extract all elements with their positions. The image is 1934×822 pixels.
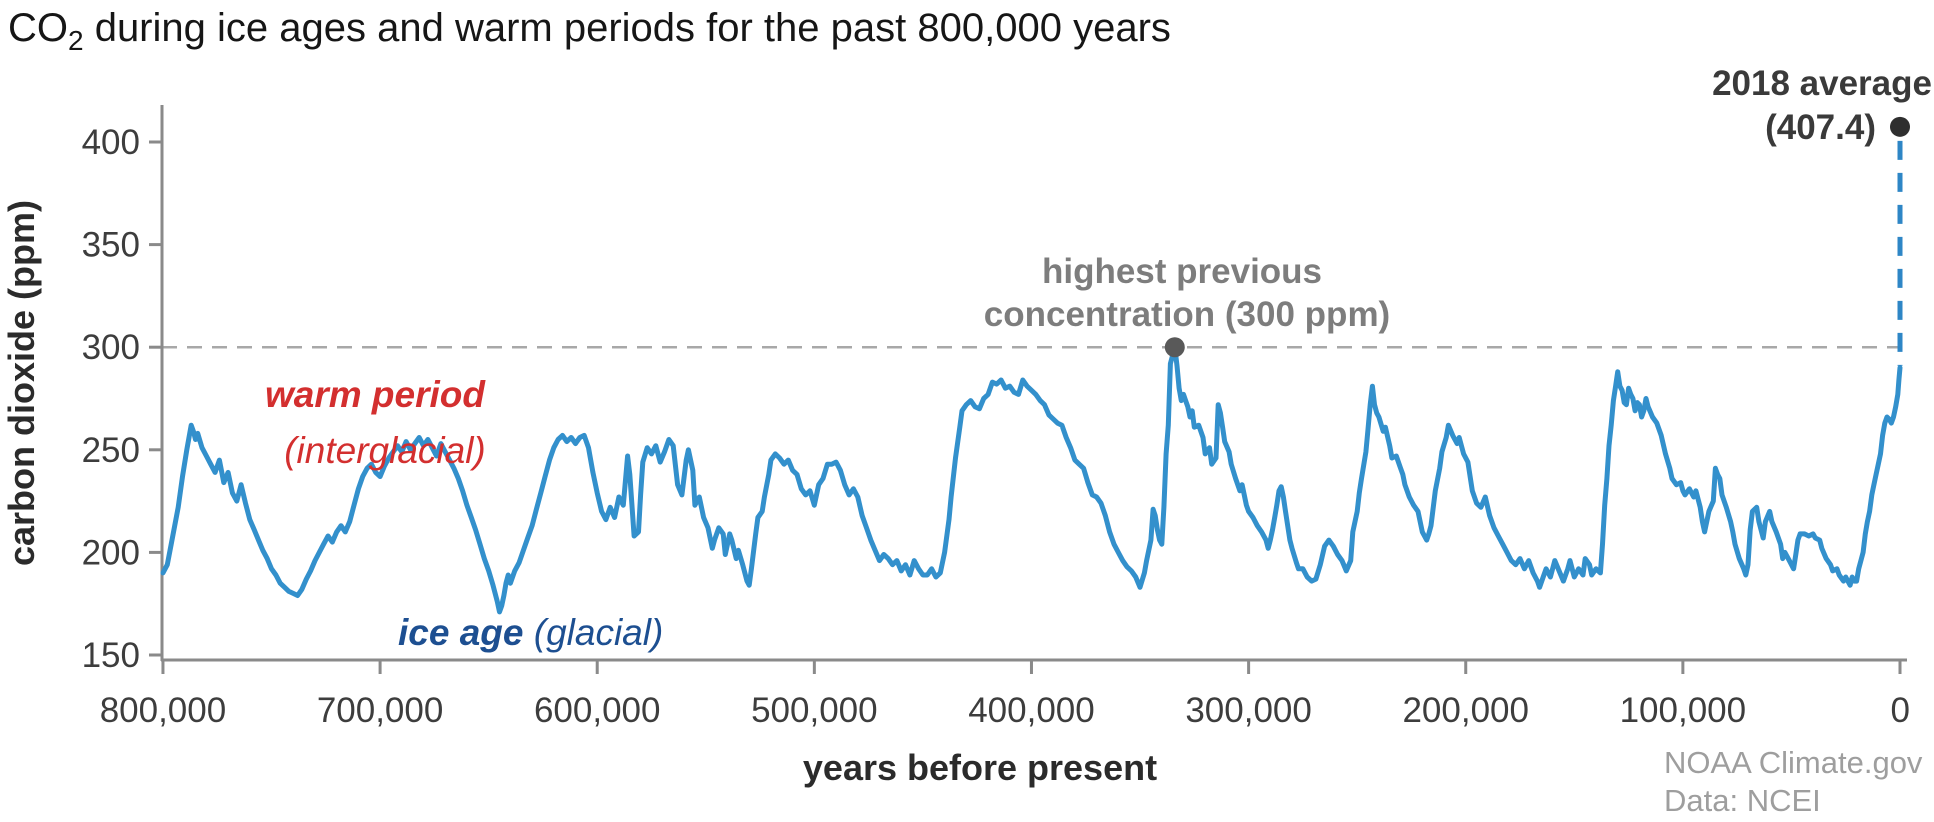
annotation-2018-average-line1: 2018 average	[1712, 64, 1932, 103]
chart-title-prefix: CO	[8, 6, 68, 50]
annotation-highest-previous-line2: concentration (300 ppm)	[984, 295, 1390, 334]
label-ice-age-regular: (glacial)	[523, 612, 663, 653]
x-tick-label: 500,000	[751, 691, 878, 730]
y-tick-label: 350	[82, 226, 140, 265]
x-tick-label: 600,000	[534, 691, 661, 730]
label-ice-age: ice age (glacial)	[398, 612, 663, 653]
co2-series-line	[160, 344, 1903, 615]
x-tick-label: 200,000	[1402, 691, 1529, 730]
point-highest-previous	[1164, 337, 1185, 358]
y-axis-title: carbon dioxide (ppm)	[1, 200, 42, 566]
label-warm-period-line2: (interglacial)	[284, 430, 486, 471]
label-ice-age-bold: ice age	[398, 612, 523, 653]
y-tick-label: 400	[82, 123, 140, 162]
y-tick-label: 200	[82, 533, 140, 572]
x-tick-label: 400,000	[968, 691, 1095, 730]
x-axis-title: years before present	[803, 747, 1157, 788]
x-axis-ticks: 800,000 700,000 600,000 500,000 400,000 300,0…	[100, 660, 1910, 730]
axes: 400 350 300 250 200 150 800,000 700,000 600,000…	[82, 105, 1910, 730]
point-2018-average	[1890, 116, 1910, 137]
annotation-2018-average-line2: (407.4)	[1765, 108, 1876, 147]
chart-title: CO2 during ice ages and warm periods for…	[8, 6, 1171, 55]
x-tick-label: 300,000	[1185, 691, 1312, 730]
attribution-source: NOAA Climate.gov	[1664, 745, 1923, 780]
x-tick-label: 0	[1891, 691, 1910, 730]
y-tick-label: 150	[82, 636, 140, 675]
y-tick-label: 300	[82, 328, 140, 367]
y-axis-ticks: 400 350 300 250 200 150	[82, 123, 162, 675]
chart-title-subscript: 2	[68, 25, 84, 56]
annotation-highest-previous-line1: highest previous	[1042, 252, 1322, 291]
label-warm-period-line1: warm period	[265, 374, 486, 415]
attribution-data: Data: NCEI	[1664, 783, 1821, 818]
x-tick-label: 700,000	[317, 691, 444, 730]
x-tick-label: 100,000	[1620, 691, 1747, 730]
y-tick-label: 250	[82, 431, 140, 470]
x-tick-label: 800,000	[100, 691, 227, 730]
chart-title-rest: during ice ages and warm periods for the…	[83, 6, 1171, 50]
